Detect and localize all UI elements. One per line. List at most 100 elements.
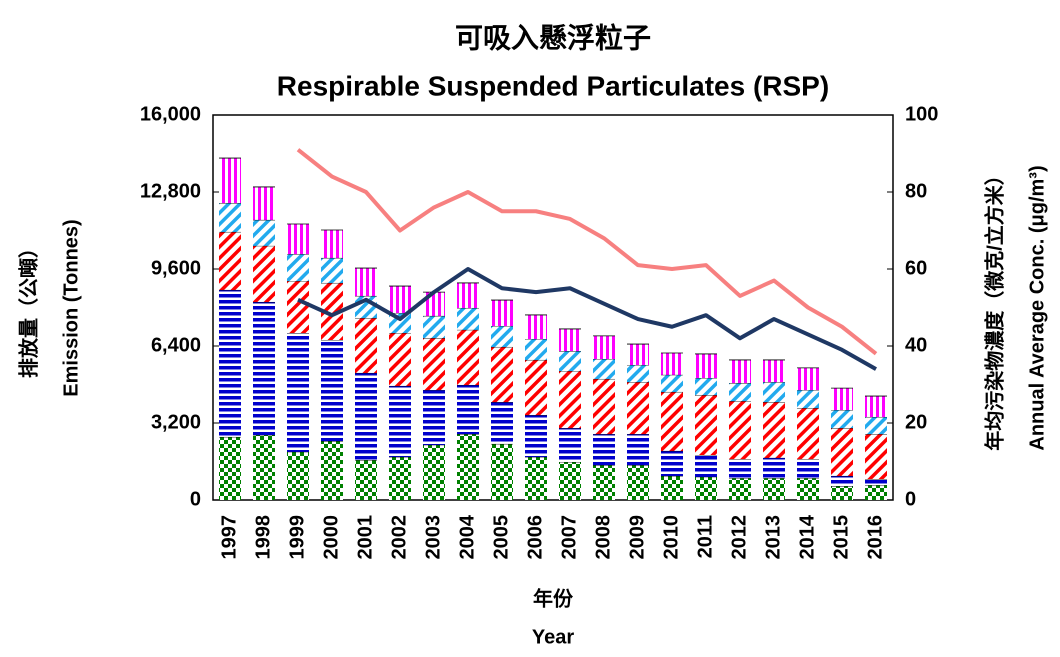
bar-segment xyxy=(729,359,751,384)
y2-tick-label: 40 xyxy=(905,334,927,356)
y-tick-label: 16,000 xyxy=(140,103,201,125)
bar-segment xyxy=(865,434,887,480)
bar-segment xyxy=(423,338,445,391)
bar-segment xyxy=(797,459,819,479)
bar-segment xyxy=(423,315,445,339)
bar-segment xyxy=(423,390,445,445)
x-tick-label: 2010 xyxy=(660,515,682,560)
bar-segment xyxy=(627,434,649,466)
bar-segment xyxy=(831,486,853,500)
bar-segment xyxy=(729,383,751,402)
bar-segment xyxy=(695,476,717,500)
line-series xyxy=(296,148,878,356)
bar-segment xyxy=(627,365,649,383)
bar-segment xyxy=(253,219,275,246)
y-tick-label: 12,800 xyxy=(140,180,201,202)
bar-segment xyxy=(287,281,309,334)
y2-tick-label: 60 xyxy=(905,257,927,279)
bar-segment xyxy=(627,382,649,435)
bar-segment xyxy=(627,344,649,366)
x-tick-label: 2015 xyxy=(830,515,852,560)
bar-segment xyxy=(355,460,377,500)
bar-segment xyxy=(457,307,479,330)
y-tick-label: 6,400 xyxy=(151,334,201,356)
bar-segment xyxy=(253,186,275,220)
y2-axis-label: Annual Average Conc. (μg/m³) xyxy=(1026,165,1048,450)
bar-segment xyxy=(253,245,275,302)
bar-segment xyxy=(661,374,683,392)
bar-segment xyxy=(491,346,513,403)
bar-segment xyxy=(865,396,887,417)
bar-segment xyxy=(491,300,513,327)
x-axis-label: Year xyxy=(532,626,574,648)
bar-segment xyxy=(695,353,717,379)
bar-segment xyxy=(627,465,649,500)
bar-segment xyxy=(865,485,887,500)
bar-segment xyxy=(763,457,785,479)
chart-title: 可吸入懸浮粒子 xyxy=(455,22,651,53)
bar-segment xyxy=(253,435,275,500)
bar-segment xyxy=(729,478,751,500)
bar-segment xyxy=(695,395,717,456)
bar-segment xyxy=(593,335,615,359)
bar-segment xyxy=(389,286,411,314)
chart-subtitle: Respirable Suspended Particulates (RSP) xyxy=(277,70,829,101)
bar-segment xyxy=(797,367,819,391)
bar-segment xyxy=(355,268,377,296)
bar-segment xyxy=(695,455,717,477)
bar-segment xyxy=(491,443,513,500)
bar-segment xyxy=(661,352,683,375)
bar-segment xyxy=(763,402,785,458)
x-tick-label: 2001 xyxy=(354,515,376,560)
bar-segment xyxy=(355,372,377,461)
bar-segment xyxy=(389,385,411,457)
y-axis-label: Emission (Tonnes) xyxy=(60,219,82,396)
bar-segment xyxy=(321,339,343,442)
x-tick-label: 2011 xyxy=(694,515,716,558)
bar-segment xyxy=(797,478,819,500)
x-tick-label: 2003 xyxy=(422,515,444,560)
bar-segment xyxy=(525,456,547,500)
x-tick-label: 2007 xyxy=(558,515,580,560)
bar-segment xyxy=(831,428,853,476)
y-axis-label: 排放量（公噸） xyxy=(16,238,40,378)
bar-segment xyxy=(559,328,581,352)
bar-segment xyxy=(763,359,785,383)
bar-segment xyxy=(831,388,853,411)
x-tick-label: 2005 xyxy=(490,515,512,560)
bar-segment xyxy=(253,301,275,436)
bar-segment xyxy=(559,428,581,462)
bar-segment xyxy=(219,289,241,437)
x-tick-label: 2013 xyxy=(762,515,784,560)
bar-segment xyxy=(355,318,377,373)
bar-segment xyxy=(525,359,547,416)
bar-segment xyxy=(593,434,615,466)
x-tick-label: 1998 xyxy=(252,515,274,560)
bar-segment xyxy=(219,203,241,232)
y2-tick-label: 20 xyxy=(905,411,927,433)
bar-segment xyxy=(661,475,683,500)
bar-segment xyxy=(389,456,411,500)
x-axis-label: 年份 xyxy=(533,586,574,610)
bar-segment xyxy=(321,441,343,500)
x-tick-label: 2012 xyxy=(728,515,750,560)
x-tick-label: 2004 xyxy=(456,514,478,559)
y-tick-label: 9,600 xyxy=(151,257,201,279)
x-tick-label: 2014 xyxy=(796,514,818,559)
y2-axis-label: 年均污染物濃度（微克/立方米） xyxy=(982,165,1006,451)
bar-segment xyxy=(287,254,309,282)
bar-segment xyxy=(287,224,309,255)
bar-segment xyxy=(219,158,241,204)
x-tick-label: 2002 xyxy=(388,515,410,560)
x-tick-label: 2009 xyxy=(626,515,648,560)
y2-tick-label: 0 xyxy=(905,488,916,510)
bar-segment xyxy=(525,415,547,457)
x-tick-label: 2000 xyxy=(320,515,342,560)
bar-segment xyxy=(457,434,479,500)
bar-segment xyxy=(287,451,309,500)
bar-segment xyxy=(695,378,717,396)
y2-tick-label: 80 xyxy=(905,180,927,202)
bar-segment xyxy=(525,314,547,340)
bar-segment xyxy=(321,230,343,258)
